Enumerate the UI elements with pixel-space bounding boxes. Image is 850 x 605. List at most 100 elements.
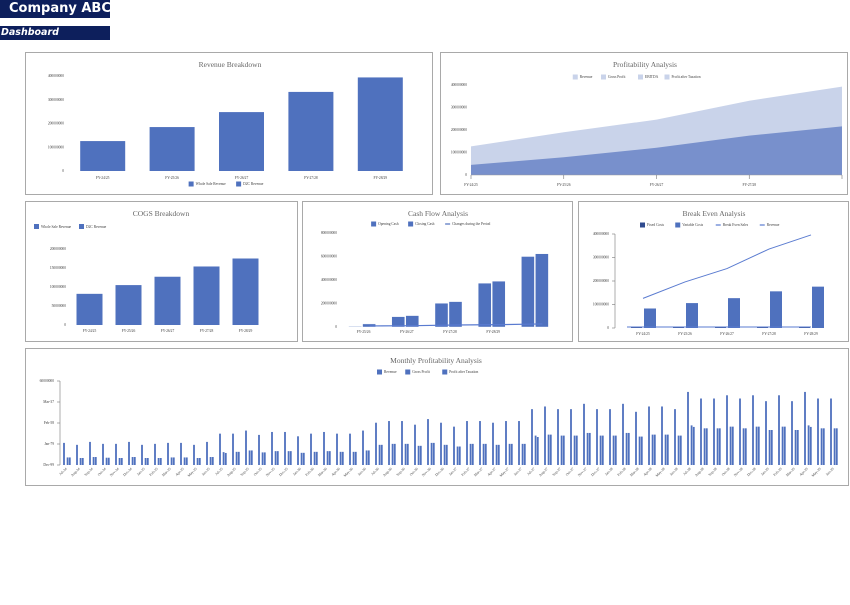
profit-after-tax-bar: [809, 426, 812, 465]
gross-profit-bar: [131, 457, 134, 465]
y-tick-label: 0: [335, 325, 337, 329]
x-tick-label: Feb-26: [305, 467, 315, 477]
gross-profit-bar: [118, 458, 121, 465]
y-tick-label: 200000000: [48, 122, 64, 126]
revenue-bar: [375, 422, 377, 465]
revenue-bar: [284, 431, 286, 465]
x-tick-label: Dec-25: [278, 467, 288, 477]
legend-item: Fixed Costs: [640, 222, 665, 228]
profit-after-tax-bar: [159, 458, 162, 465]
legend-label: Variable Costs: [682, 223, 703, 227]
revenue-bar: [63, 442, 65, 465]
chart-title: COGS Breakdown: [133, 209, 190, 218]
legend-label: Opening Cash: [378, 222, 399, 226]
legend-swatch: [572, 74, 578, 80]
x-tick-label: Jun-27: [513, 467, 523, 477]
x-tick-label: FY-25/26: [678, 332, 692, 336]
profit-after-tax-bar: [276, 451, 279, 465]
legend: Whole Sale Revenue D2C Revenue: [34, 224, 107, 229]
profit-after-tax-bar: [536, 437, 539, 465]
x-tick-label: Jul-28: [683, 467, 692, 476]
profit-after-tax-bar: [146, 458, 149, 465]
x-tick-label: Nov-27: [577, 467, 588, 478]
cogs-bar: [232, 258, 259, 325]
x-tick-label: FY-28/29: [486, 330, 500, 334]
y-tick-label: 0: [607, 326, 609, 330]
revenue-bar: [310, 433, 312, 465]
profit-after-tax-bar: [133, 457, 136, 465]
gross-profit-bar: [300, 452, 303, 465]
legend-swatch: [34, 224, 39, 229]
cashflow-svg: Cash Flow Analysis Opening Cash Closing Ca…: [321, 209, 549, 334]
legend-item: Changes during the Period: [445, 222, 491, 226]
legend-label: Whole Sale Revenue: [196, 182, 227, 186]
revenue-bar: [128, 441, 130, 465]
legend-label: Gross Profit: [608, 75, 625, 79]
profit-after-tax-bar: [835, 428, 838, 465]
y-tick-label: Dec-99: [43, 463, 54, 467]
x-tick-label: Oct-24: [97, 467, 107, 477]
y-tick-label: 200000000: [451, 128, 467, 132]
cogs-breakdown-chart: COGS Breakdown Whole Sale Revenue D2C Reve…: [25, 201, 298, 342]
gross-profit-bar: [482, 443, 485, 465]
profit-after-tax-bar: [458, 446, 461, 465]
revenue-bar: [206, 441, 208, 465]
x-tick-label: Jul-25: [215, 467, 224, 476]
x-tick-label: Sep-27: [552, 467, 562, 477]
profit-after-tax-bar: [367, 450, 370, 465]
cash-flow-analysis-chart: Cash Flow Analysis Opening Cash Closing Ca…: [302, 201, 573, 342]
revenue-bar: [258, 434, 260, 465]
profit-after-tax-bar: [497, 444, 500, 465]
gross-profit-bar: [92, 457, 95, 465]
x-tick-label: FY-24/25: [83, 329, 97, 333]
profit-after-tax-bar: [562, 435, 565, 465]
variable-costs-bar: [812, 286, 824, 328]
x-tick-label: Jan-26: [292, 467, 302, 477]
y-tick-label: 300000000: [451, 106, 467, 110]
revenue-bar: [89, 441, 91, 465]
x-tick-label: FY-27/28: [762, 332, 776, 336]
x-tick-label: Jun-29: [825, 467, 835, 477]
legend-item: Break Even Sales: [715, 223, 749, 227]
legend-swatch: [377, 369, 382, 375]
profit-after-tax-bar: [796, 430, 799, 465]
profit-after-tax-bar: [419, 445, 422, 465]
legend-label: Revenue: [767, 223, 780, 227]
legend-swatch: [601, 74, 606, 80]
x-tick-label: Jun-26: [357, 467, 367, 477]
revenue-bar: [336, 433, 338, 465]
gross-profit-bar: [521, 443, 524, 465]
revenue-bar: [453, 426, 455, 465]
y-tick-label: 0: [62, 169, 64, 173]
chart-title: Break Even Analysis: [683, 209, 746, 218]
revenue-bar: [232, 433, 234, 465]
x-tick-label: Nov-28: [733, 467, 744, 478]
revenue-bar: [76, 444, 78, 465]
x-tick-label: Apr-27: [487, 467, 497, 477]
legend-swatch: [79, 224, 84, 229]
x-tick-label: Nov-25: [265, 467, 276, 478]
revenue-bar: [739, 398, 741, 465]
gross-profit-area: [471, 126, 842, 175]
gross-profit-bar: [235, 451, 238, 465]
revenue-bar: [726, 395, 728, 465]
x-tick-label: Nov-26: [421, 467, 432, 478]
gross-profit-bar: [79, 458, 82, 465]
gross-profit-bar: [274, 451, 277, 465]
revenue-bar: [531, 409, 533, 465]
x-tick-label: May-29: [811, 467, 822, 478]
x-tick-label: FY-27/28: [200, 329, 214, 333]
gross-profit-bar: [183, 457, 186, 465]
profitability-svg: Profitability Analysis Revenue Gross Profi…: [451, 60, 843, 187]
gross-profit-bar: [313, 451, 316, 465]
revenue-bar: [570, 409, 572, 465]
x-tick-label: Apr-29: [799, 467, 809, 477]
profit-after-tax-bar: [341, 451, 344, 465]
y-tick-label: 400000000: [321, 278, 337, 282]
y-tick-label: 50000000: [52, 304, 67, 308]
y-tick-label: 200000000: [321, 302, 337, 306]
chart-title: Monthly Profitability Analysis: [390, 356, 482, 365]
variable-costs-bar: [686, 303, 698, 328]
y-tick-label: 400000000: [451, 83, 467, 87]
profit-after-tax-bar: [679, 435, 682, 465]
